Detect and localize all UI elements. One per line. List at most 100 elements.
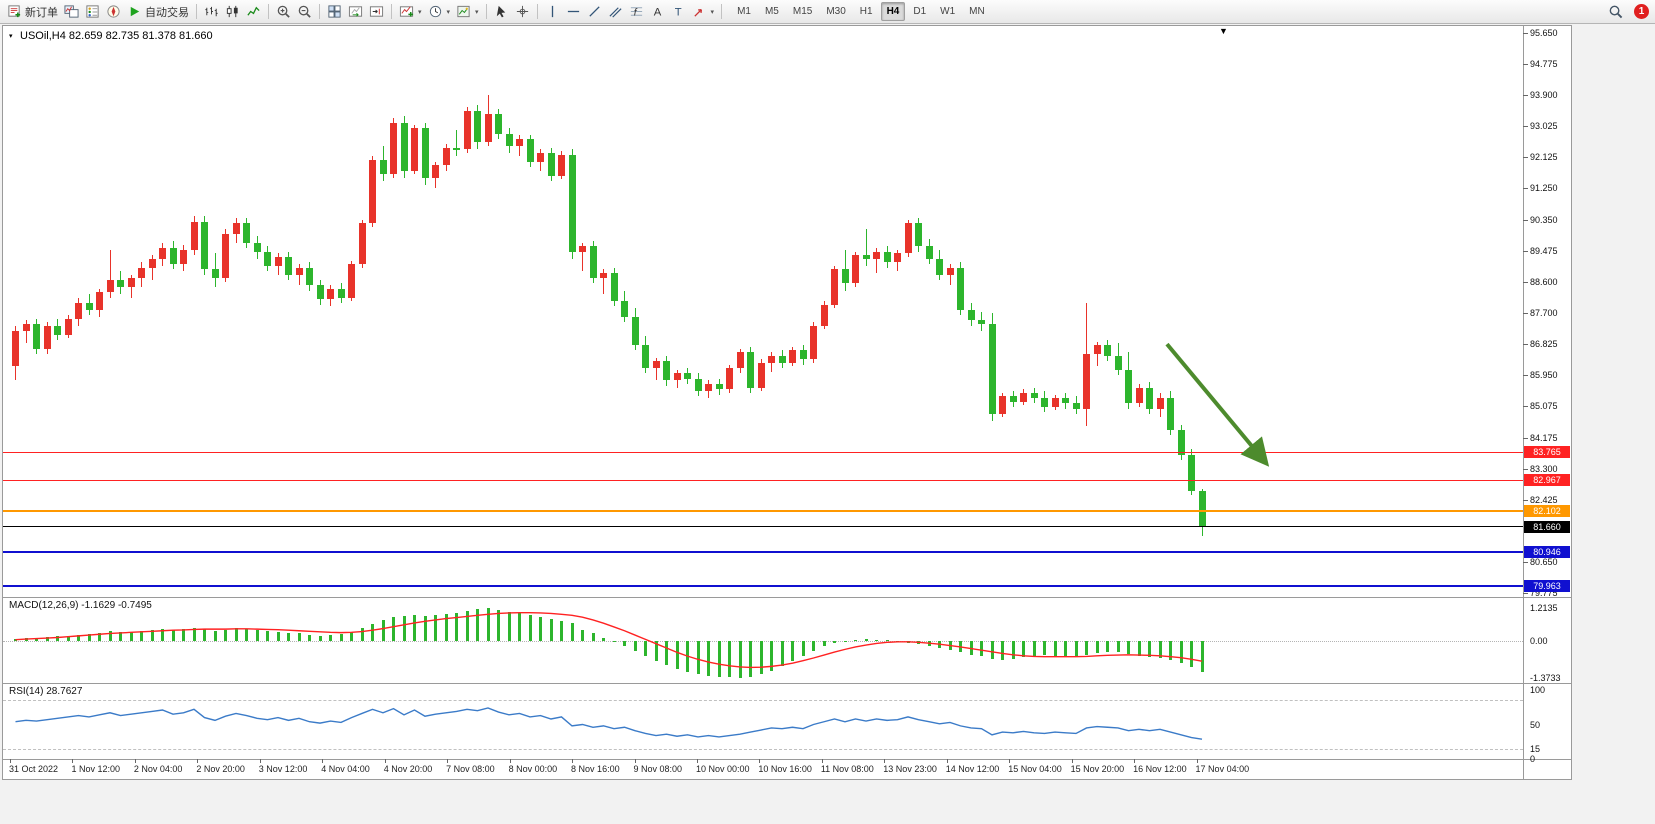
horizontal-level-line[interactable]	[3, 451, 1523, 453]
bull-candle	[106, 279, 114, 293]
rsi-level-line	[3, 700, 1523, 702]
bar-chart-button[interactable]	[201, 1, 222, 23]
macd-histogram-bar	[360, 628, 364, 641]
bull-candle	[1083, 354, 1090, 409]
price-axis-tick: 85.075	[1530, 401, 1558, 412]
panel-separator[interactable]	[3, 597, 1571, 598]
crosshair-button[interactable]	[512, 1, 533, 23]
macd-histogram-bar	[1095, 641, 1099, 653]
macd-histogram-bar	[1127, 641, 1130, 654]
horizontal-level-line[interactable]	[3, 550, 1523, 553]
macd-histogram-bar	[549, 619, 553, 641]
timeframe-h4[interactable]: H4	[880, 2, 906, 21]
price-axis-dash	[1523, 437, 1528, 439]
templates-button[interactable]: ▾	[453, 1, 482, 23]
timeframe-h1[interactable]: H1	[859, 6, 873, 17]
macd-histogram-bar	[297, 633, 301, 641]
vertical-line-button[interactable]	[542, 1, 563, 23]
macd-histogram-bar	[129, 631, 133, 641]
bull-candle	[873, 251, 880, 259]
time-axis-label: 15 Nov 04:00	[1008, 764, 1062, 774]
panel-separator[interactable]	[3, 683, 1571, 684]
horizontal-level-line[interactable]	[3, 585, 1523, 588]
macd-histogram-bar	[875, 639, 878, 641]
trendline-button[interactable]	[584, 1, 605, 23]
zoom-out-button[interactable]	[294, 1, 315, 23]
chart-shift-marker[interactable]: ▼	[1219, 26, 1228, 36]
time-axis-tick	[447, 759, 449, 763]
periods-button[interactable]: ▾	[425, 1, 454, 23]
line-chart-button[interactable]	[243, 1, 264, 23]
time-axis-tick	[197, 759, 199, 763]
price-axis-tick: 80.650	[1530, 557, 1558, 568]
zoom-in-button[interactable]	[273, 1, 294, 23]
auto-scroll-button[interactable]	[345, 1, 366, 23]
bear-candle	[526, 138, 534, 162]
timeframe-m5[interactable]: M5	[764, 6, 779, 17]
rsi-axis-label: 50	[1530, 719, 1541, 730]
macd-histogram-bar	[276, 632, 280, 641]
zoom-out-icon	[297, 4, 312, 19]
timeframe-m30[interactable]: M30	[826, 6, 846, 17]
macd-histogram-bar	[24, 638, 28, 641]
timeframe-m1[interactable]: M1	[737, 6, 751, 17]
indicators-button[interactable]: ▾	[396, 1, 425, 23]
rsi-label: RSI(14) 28.7627	[9, 686, 82, 697]
bear-candle	[316, 285, 324, 300]
line-chart-icon	[246, 4, 261, 19]
bear-candle	[631, 316, 639, 346]
bear-candle	[547, 152, 555, 176]
toolbar-button-group: 新订单 自动交易 ▾ ▾ ▾ f A T ▾	[4, 0, 726, 23]
charts-button[interactable]	[61, 1, 82, 23]
bull-candle-wick	[109, 249, 111, 298]
fibonacci-button[interactable]: f	[626, 1, 647, 23]
candlestick-chart-button[interactable]	[222, 1, 243, 23]
macd-histogram-bar	[413, 614, 416, 641]
notification-badge[interactable]: 1	[1634, 4, 1649, 19]
horizontal-level-line[interactable]	[3, 526, 1523, 527]
navigator-button[interactable]	[103, 1, 124, 23]
panel-separator[interactable]	[3, 759, 1571, 760]
macd-histogram-bar	[98, 632, 101, 641]
price-axis-tick: 93.025	[1530, 120, 1558, 131]
price-axis-dash	[1523, 188, 1528, 190]
horizontal-level-line[interactable]	[3, 509, 1523, 512]
horizontal-line-button[interactable]	[563, 1, 584, 23]
timeframe-d1[interactable]: D1	[913, 6, 927, 17]
chart-shift-button[interactable]	[366, 1, 387, 23]
bull-candle	[442, 147, 450, 166]
market-watch-button[interactable]	[82, 1, 103, 23]
macd-histogram-bar	[287, 632, 290, 641]
bull-candle	[1135, 387, 1143, 404]
time-axis-label: 7 Nov 08:00	[446, 764, 495, 774]
price-axis-tick: 87.700	[1530, 308, 1558, 319]
macd-histogram-bar	[1022, 641, 1025, 657]
horizontal-level-line[interactable]	[3, 479, 1523, 481]
bear-candle	[1198, 491, 1206, 527]
macd-histogram-bar	[329, 635, 332, 641]
macd-histogram-bar	[560, 621, 563, 641]
text-label-button[interactable]: T	[668, 1, 689, 23]
bear-candle	[1125, 369, 1132, 404]
tile-windows-button[interactable]	[324, 1, 345, 23]
time-axis-tick	[821, 759, 823, 763]
text-button[interactable]: A	[647, 1, 668, 23]
chart-window[interactable]: 95.650 94.775 93.900 93.025 92.125 91.250 90.3…	[2, 25, 1572, 780]
timeframe-w1[interactable]: W1	[940, 6, 956, 17]
chart-plot-area[interactable]: 95.650 94.775 93.900 93.025 92.125 91.250 90.3…	[3, 26, 1571, 779]
auto-trading-button[interactable]: 自动交易	[124, 1, 192, 23]
macd-histogram-bar	[959, 641, 962, 653]
timeframe-m15[interactable]: M15	[792, 6, 813, 17]
svg-text:A: A	[653, 6, 661, 18]
search-button[interactable]	[1605, 1, 1626, 23]
timeframe-mn[interactable]: MN	[969, 6, 985, 17]
bear-candle	[988, 324, 996, 414]
time-axis-label: 15 Nov 20:00	[1070, 764, 1125, 774]
equidistant-channel-button[interactable]	[605, 1, 626, 23]
bear-candle	[1104, 345, 1111, 356]
new-order-button[interactable]: 新订单	[4, 1, 61, 23]
time-axis-tick	[572, 759, 574, 763]
cursor-button[interactable]	[491, 1, 512, 23]
arrows-button[interactable]: ▾	[689, 1, 718, 23]
